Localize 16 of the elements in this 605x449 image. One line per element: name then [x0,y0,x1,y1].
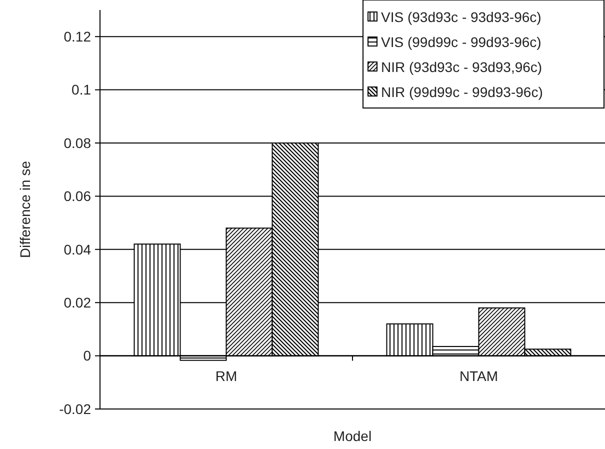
x-tick-label: NTAM [459,368,498,384]
y-tick-label: 0.02 [64,294,92,310]
legend-label: NIR (99d99c - 99d93-96c) [381,84,543,100]
x-axis-title: Model [333,428,372,444]
y-tick-label: 0.1 [72,82,92,98]
legend-label: VIS (99d99c - 99d93-96c) [381,34,542,50]
y-axis-title: Difference in se [17,160,33,258]
y-tick-label: 0.08 [64,134,92,151]
y-tick-label: 0 [83,348,92,364]
y-tick-label: 0.12 [64,28,92,44]
legend-label: VIS (93d93c - 93d93-96c) [381,8,542,25]
legend-label: NIR (93d93c - 93d93,96c) [381,58,542,75]
y-tick-label: 0.04 [64,241,92,258]
x-tick-label: RM [215,368,238,384]
y-tick-label: -0.02 [59,400,92,417]
y-tick-label: 0.06 [64,188,92,204]
